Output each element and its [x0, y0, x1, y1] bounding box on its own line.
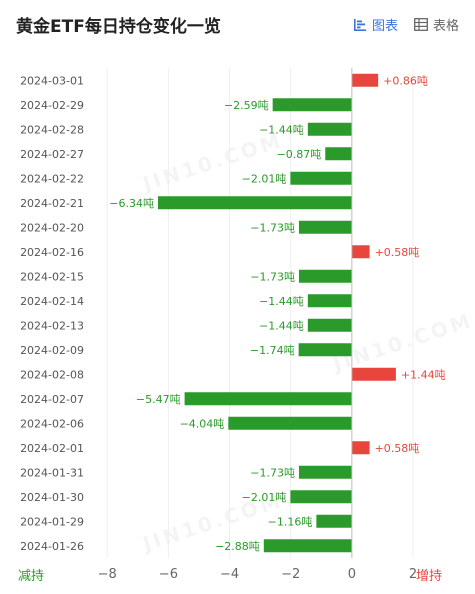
- data-label: −1.44吨: [259, 319, 304, 332]
- data-label: −2.59吨: [224, 99, 269, 112]
- category-label: 2024-02-08: [20, 368, 84, 381]
- category-label: 2024-02-28: [20, 123, 84, 136]
- table-icon: [414, 18, 428, 31]
- tab-chart-label: 图表: [371, 19, 398, 34]
- data-label: −2.01吨: [242, 491, 287, 504]
- axis-end-increase: 增持: [416, 569, 443, 584]
- x-tick-label: 0: [348, 567, 356, 582]
- data-label: −1.73吨: [250, 466, 295, 479]
- bar: [351, 367, 396, 381]
- bar: [307, 122, 352, 136]
- category-label: 2024-02-27: [20, 148, 84, 161]
- category-label: 2024-02-14: [20, 295, 84, 308]
- bar: [307, 294, 352, 308]
- axis-end-decrease: 减持: [18, 569, 45, 584]
- bar: [351, 441, 370, 455]
- tab-table-label: 表格: [432, 19, 459, 34]
- tab-table[interactable]: 表格: [414, 15, 459, 34]
- category-label: 2024-02-09: [20, 344, 84, 357]
- data-label: −1.44吨: [259, 123, 304, 136]
- category-label: 2024-02-13: [20, 319, 84, 332]
- category-label: 2024-01-26: [20, 540, 84, 553]
- page-title: 黄金ETF每日持仓变化一览: [16, 17, 221, 37]
- bar: [316, 514, 352, 528]
- category-label: 2024-03-01: [20, 74, 84, 87]
- x-tick-label: −2: [281, 567, 300, 582]
- data-label: −1.16吨: [268, 515, 313, 528]
- bar: [307, 318, 352, 332]
- category-label: 2024-01-31: [20, 466, 84, 479]
- data-label: −5.47吨: [136, 393, 181, 406]
- data-label: +0.58吨: [375, 442, 420, 455]
- bar: [298, 220, 352, 234]
- x-tick-label: 2: [409, 567, 417, 582]
- data-label: +1.44吨: [401, 368, 446, 381]
- data-label: −2.88吨: [215, 540, 260, 553]
- category-label: 2024-02-20: [20, 221, 84, 234]
- category-label: 2024-02-21: [20, 197, 84, 210]
- data-label: −1.73吨: [250, 270, 295, 283]
- data-label: −2.01吨: [242, 172, 287, 185]
- bar: [157, 196, 352, 210]
- bar: [325, 147, 352, 161]
- category-label: 2024-02-16: [20, 246, 84, 259]
- tab-chart[interactable]: 图表: [353, 15, 398, 34]
- category-label: 2024-02-29: [20, 99, 84, 112]
- data-label: −0.87吨: [277, 148, 322, 161]
- category-label: 2024-02-15: [20, 270, 84, 283]
- data-label: +0.58吨: [375, 246, 420, 259]
- x-tick-label: −8: [98, 567, 117, 582]
- category-label: 2024-02-01: [20, 442, 84, 455]
- category-label: 2024-01-30: [20, 491, 84, 504]
- category-label: 2024-02-22: [20, 172, 84, 185]
- x-tick-label: −4: [220, 567, 239, 582]
- data-label: −1.44吨: [259, 295, 304, 308]
- bar: [184, 392, 352, 406]
- view-tabs: 图表 表格: [353, 15, 459, 34]
- data-label: −4.04吨: [180, 417, 225, 430]
- category-label: 2024-01-29: [20, 515, 84, 528]
- bar: [290, 171, 352, 185]
- data-label: −1.73吨: [250, 221, 295, 234]
- bar: [351, 73, 379, 87]
- bar: [272, 98, 352, 112]
- bar: [263, 539, 352, 553]
- category-label: 2024-02-07: [20, 393, 84, 406]
- bar: [351, 245, 370, 259]
- bar: [228, 416, 352, 430]
- bar: [298, 343, 352, 357]
- bar: [290, 490, 352, 504]
- bar: [298, 465, 352, 479]
- category-label: 2024-02-06: [20, 417, 84, 430]
- x-tick-label: −6: [159, 567, 178, 582]
- bar-chart-icon: [353, 18, 367, 32]
- bar: [298, 269, 352, 283]
- data-label: −1.74吨: [250, 344, 295, 357]
- data-label: −6.34吨: [109, 197, 154, 210]
- data-label: +0.86吨: [383, 74, 428, 87]
